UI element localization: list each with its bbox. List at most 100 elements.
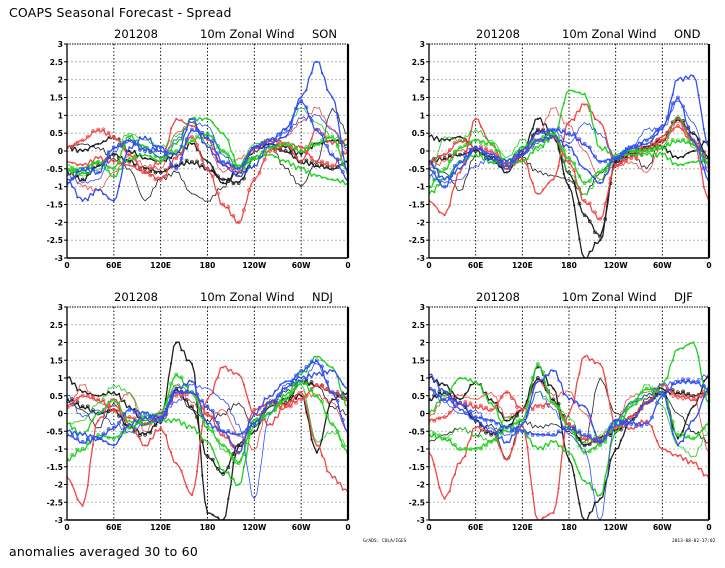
series-line [429, 374, 709, 520]
data-point [268, 394, 271, 397]
data-point [682, 439, 685, 443]
data-point [221, 472, 225, 476]
data-point [448, 204, 451, 207]
data-point [551, 401, 556, 405]
data-point [341, 383, 344, 386]
y-tick-label: -1 [417, 183, 425, 192]
data-point [447, 396, 452, 401]
data-point [97, 419, 100, 422]
data-point [442, 397, 447, 402]
y-tick-label: -3 [55, 516, 63, 525]
data-point [149, 157, 152, 160]
y-tick-label: -2 [417, 218, 425, 227]
data-point [247, 161, 251, 165]
data-point [619, 152, 623, 155]
data-point [341, 179, 344, 182]
data-point [216, 466, 220, 471]
data-point [326, 141, 329, 144]
data-point [335, 398, 340, 403]
data-point [300, 153, 303, 156]
data-point [279, 136, 282, 139]
data-point [432, 431, 437, 436]
data-point [216, 429, 219, 432]
data-point [75, 436, 80, 441]
data-point [536, 361, 540, 366]
data-point [686, 377, 691, 382]
data-point [185, 147, 188, 150]
data-point [127, 138, 132, 143]
data-point [682, 79, 685, 82]
data-point [164, 433, 167, 437]
y-tick-label: 2.5 [412, 58, 425, 67]
x-tick-label: 120W [242, 523, 267, 532]
data-point [309, 118, 314, 123]
data-point [153, 148, 158, 153]
data-point [660, 124, 665, 128]
data-point [252, 145, 257, 150]
x-tick-label: 0 [345, 523, 350, 532]
data-point [80, 440, 85, 444]
data-point [660, 138, 665, 143]
data-point [437, 393, 442, 398]
data-point [474, 419, 477, 422]
data-point [682, 347, 685, 350]
data-point [226, 429, 231, 433]
data-point [650, 147, 654, 151]
data-point [70, 144, 75, 149]
data-point [314, 358, 319, 363]
data-point [174, 390, 179, 395]
data-point [438, 211, 441, 214]
data-point [70, 176, 75, 181]
data-point [283, 397, 288, 402]
data-point [504, 425, 509, 430]
data-point [143, 170, 147, 175]
data-point [81, 391, 84, 394]
data-point [196, 149, 199, 152]
data-point [599, 494, 602, 497]
data-point [437, 433, 442, 438]
data-point [442, 415, 447, 419]
data-point [561, 147, 566, 152]
data-point [552, 135, 555, 138]
x-tick-label: 0 [64, 261, 69, 270]
data-point [567, 422, 571, 426]
data-point [463, 402, 468, 407]
y-tick-label: 0 [58, 410, 63, 419]
data-point [697, 467, 700, 470]
data-point [624, 147, 628, 150]
y-tick-label: 2 [420, 76, 425, 85]
data-point [184, 137, 189, 141]
y-tick-label: -2 [55, 218, 63, 227]
data-point [283, 404, 288, 409]
data-point [309, 156, 314, 160]
data-point [320, 374, 324, 377]
timestamp: 2013-08-02-17:02 [672, 539, 716, 544]
data-point [520, 408, 525, 412]
data-point [101, 162, 106, 166]
data-point [582, 443, 587, 448]
data-point [489, 418, 494, 423]
data-point [577, 137, 582, 142]
data-point [158, 418, 163, 423]
data-point [494, 421, 499, 426]
data-point [588, 105, 591, 108]
data-point [438, 175, 441, 178]
data-point [107, 169, 110, 173]
data-point [91, 418, 95, 421]
data-point [248, 165, 251, 168]
data-point [614, 153, 617, 156]
data-point [138, 412, 142, 417]
data-point [443, 394, 446, 397]
data-point [681, 137, 685, 142]
data-point [469, 378, 472, 381]
data-point [314, 159, 319, 164]
data-point [299, 149, 304, 153]
y-tick-label: 1 [420, 374, 425, 383]
data-point [473, 149, 478, 153]
data-point [707, 159, 709, 164]
y-tick-label: 2.5 [50, 321, 63, 330]
data-point [459, 171, 462, 174]
y-tick-label: -2 [55, 481, 63, 490]
data-point [211, 152, 214, 155]
data-point [273, 408, 277, 413]
